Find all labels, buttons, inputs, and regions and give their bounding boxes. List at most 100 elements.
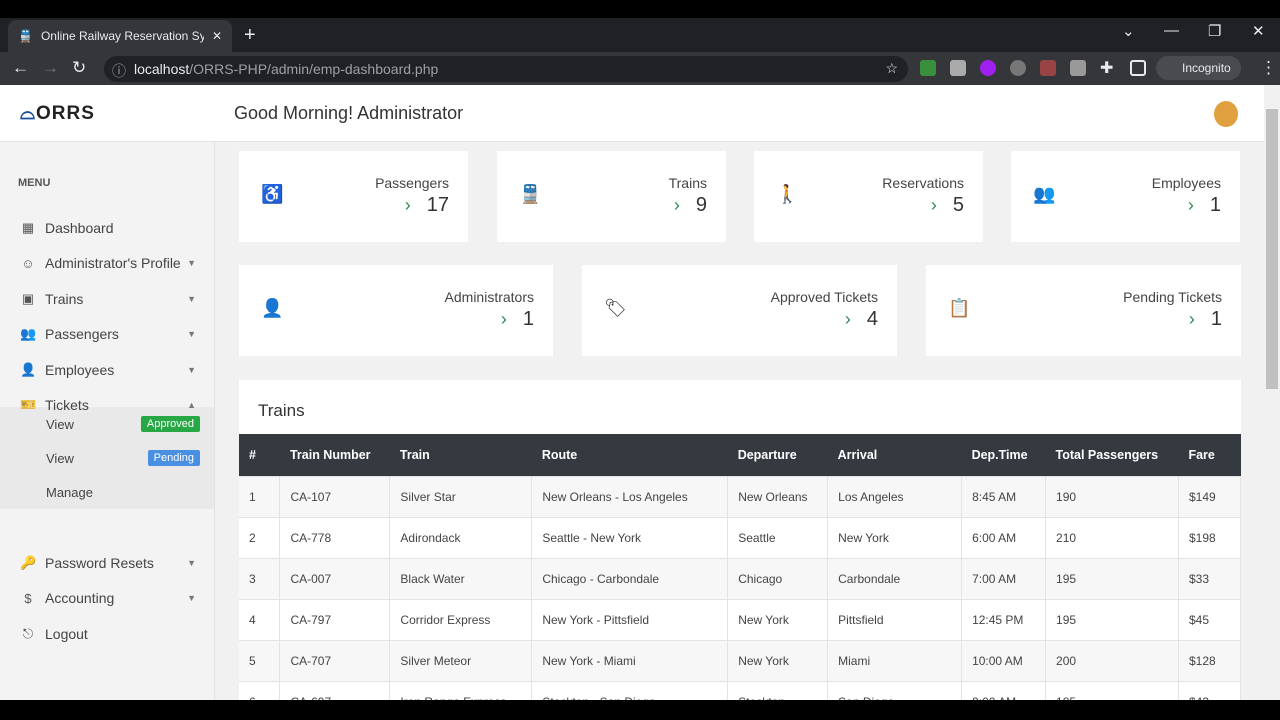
close-tab-icon[interactable]: ✕ xyxy=(211,29,222,43)
table-cell: Chicago - Carbondale xyxy=(531,557,729,599)
scrollbar[interactable] xyxy=(1264,85,1280,700)
info-icon: ⓘ xyxy=(112,63,126,79)
view-approved-link[interactable]: View xyxy=(46,417,74,432)
extension-icon[interactable] xyxy=(1040,60,1056,76)
extension-icon[interactable] xyxy=(980,60,996,76)
greeting: Good Morning! Administrator xyxy=(234,103,464,123)
stat-icon: ♿ xyxy=(261,184,284,204)
approved-badge: Approved xyxy=(140,416,200,432)
sidebar-item-passengers[interactable]: 👥 Passengers ▼ xyxy=(0,317,214,351)
url-host: localhost xyxy=(134,61,190,77)
pending-badge: Pending xyxy=(147,450,200,466)
table-cell: 4 xyxy=(239,598,281,640)
stat-label: Employees xyxy=(1151,175,1221,191)
sidebar-item-employees[interactable]: 👤 Employees ▼ xyxy=(0,353,214,387)
stat-card-employees[interactable]: 👥 Employees › 1 xyxy=(1011,151,1240,242)
reload-button[interactable]: ↻ xyxy=(72,58,87,77)
table-cell: Black Water xyxy=(389,557,533,599)
sidebar-item-dashboard[interactable]: ▦ Dashboard xyxy=(0,211,214,245)
table-cell: New York xyxy=(727,639,829,681)
users-icon: 👥 xyxy=(20,326,37,341)
logout-icon: ⎋ xyxy=(22,626,34,641)
stat-value: 5 xyxy=(952,194,964,216)
table-cell: 185 xyxy=(1045,680,1179,700)
column-header[interactable]: Fare xyxy=(1178,434,1241,476)
stat-value: 1 xyxy=(1210,308,1222,330)
browser-tab[interactable]: 🚆 Online Railway Reservation System ✕ xyxy=(8,20,232,52)
stat-card-reservations[interactable]: 🚶 Reservations › 5 xyxy=(754,151,983,242)
train-icon: ▣ xyxy=(21,291,35,306)
column-header[interactable]: # xyxy=(239,434,280,476)
table-cell: $33 xyxy=(1178,557,1242,599)
close-window-button[interactable]: ✕ xyxy=(1252,23,1265,40)
table-cell: New York xyxy=(827,516,963,558)
camera-extension-icon[interactable] xyxy=(950,60,966,76)
scrollbar-thumb[interactable] xyxy=(1266,109,1278,389)
column-header[interactable]: Train xyxy=(389,434,532,476)
caret-down-icon: ▼ xyxy=(187,329,196,339)
react-extension-icon[interactable] xyxy=(1010,60,1026,76)
stat-label: Reservations xyxy=(882,175,964,191)
sidebar-item-label: Administrator's Profile xyxy=(45,255,181,271)
chevron-right-icon: › xyxy=(404,195,411,215)
table-cell: New Orleans - Los Angeles xyxy=(531,475,729,517)
sidepanel-icon[interactable] xyxy=(1130,60,1146,76)
table-cell: 200 xyxy=(1045,639,1179,681)
sidebar-item-accounting[interactable]: $ Accounting ▼ xyxy=(0,581,214,615)
table-cell: CA-007 xyxy=(279,557,391,599)
minimize-button[interactable]: — xyxy=(1164,22,1179,39)
table-cell: 9:00 AM xyxy=(961,680,1047,700)
stat-card-trains[interactable]: 🚆 Trains › 9 xyxy=(497,151,726,242)
stat-value: 4 xyxy=(866,308,878,330)
stat-card-pending-tickets[interactable]: 📋 Pending Tickets › 1 xyxy=(926,265,1241,356)
key-icon: 🔑 xyxy=(20,555,37,570)
extension-icon[interactable] xyxy=(920,60,936,76)
forward-button[interactable]: → xyxy=(42,58,59,77)
avatar[interactable] xyxy=(1214,101,1238,127)
puzzle-icon[interactable]: ✚ xyxy=(1100,60,1114,77)
stat-card-administrators[interactable]: 👤 Administrators › 1 xyxy=(239,265,553,356)
screen-top xyxy=(0,0,1280,18)
sidebar-item-password-resets[interactable]: 🔑 Password Resets ▼ xyxy=(0,546,214,580)
table-cell: CA-107 xyxy=(279,475,391,517)
url-path: /ORRS-PHP/admin/emp-dashboard.php xyxy=(189,61,439,77)
stat-icon: 📋 xyxy=(948,298,971,318)
column-header[interactable]: Arrival xyxy=(827,434,962,476)
column-header[interactable]: Total Passengers xyxy=(1045,434,1179,476)
sidebar-item-label: Logout xyxy=(45,626,88,642)
sidebar-item-label: Trains xyxy=(45,291,84,307)
stat-card-approved-tickets[interactable]: 🏷 Approved Tickets › 4 xyxy=(582,265,897,356)
table-cell: CA-707 xyxy=(279,639,391,681)
manage-tickets-link[interactable]: Manage xyxy=(46,485,93,500)
column-header[interactable]: Train Number xyxy=(279,434,390,476)
extension-icon[interactable] xyxy=(1070,60,1086,76)
restore-button[interactable]: ❐ xyxy=(1208,23,1222,40)
sidebar-item-tickets[interactable]: 🎫 Tickets ▲ xyxy=(0,388,214,422)
sidebar-item-trains[interactable]: ▣ Trains ▼ xyxy=(0,282,214,316)
column-header[interactable]: Route xyxy=(531,434,728,476)
back-button[interactable]: ← xyxy=(12,58,29,77)
table-cell: CA-797 xyxy=(279,598,391,640)
sidebar-item-logout[interactable]: ⎋ Logout xyxy=(0,617,214,651)
sidebar-item-administrator-s-profile[interactable]: ☺ Administrator's Profile ▼ xyxy=(0,246,214,280)
table-cell: Stockton - San Diego xyxy=(531,680,729,700)
view-pending-link[interactable]: View xyxy=(46,451,74,466)
address-bar[interactable]: ⓘ localhost/ORRS-PHP/admin/emp-dashboard.… xyxy=(104,56,908,82)
column-header[interactable]: Dep.Time xyxy=(961,434,1046,476)
bookmark-star-icon[interactable]: ☆ xyxy=(885,60,898,76)
tab-search-icon[interactable]: ⌄ xyxy=(1122,23,1135,40)
table-cell: $149 xyxy=(1178,475,1242,517)
table-row: 6CA-697Iron Range ExpressStockton - San … xyxy=(239,680,1242,700)
menu-dots-icon[interactable]: ⋮ xyxy=(1260,58,1277,77)
stat-label: Administrators xyxy=(444,289,534,305)
table-cell: 6:00 AM xyxy=(961,516,1047,558)
new-tab-button[interactable]: + xyxy=(244,24,256,46)
stat-card-passengers[interactable]: ♿ Passengers › 17 xyxy=(239,151,468,242)
sidebar-item-label: Accounting xyxy=(45,590,115,606)
chevron-right-icon: › xyxy=(1188,309,1195,329)
column-header[interactable]: Departure xyxy=(727,434,828,476)
incognito-badge[interactable]: Incognito xyxy=(1156,56,1241,80)
table-cell: 12:45 PM xyxy=(961,598,1047,640)
tab-title: Online Railway Reservation System xyxy=(40,29,204,43)
sidebar-item-label: Employees xyxy=(45,362,115,378)
